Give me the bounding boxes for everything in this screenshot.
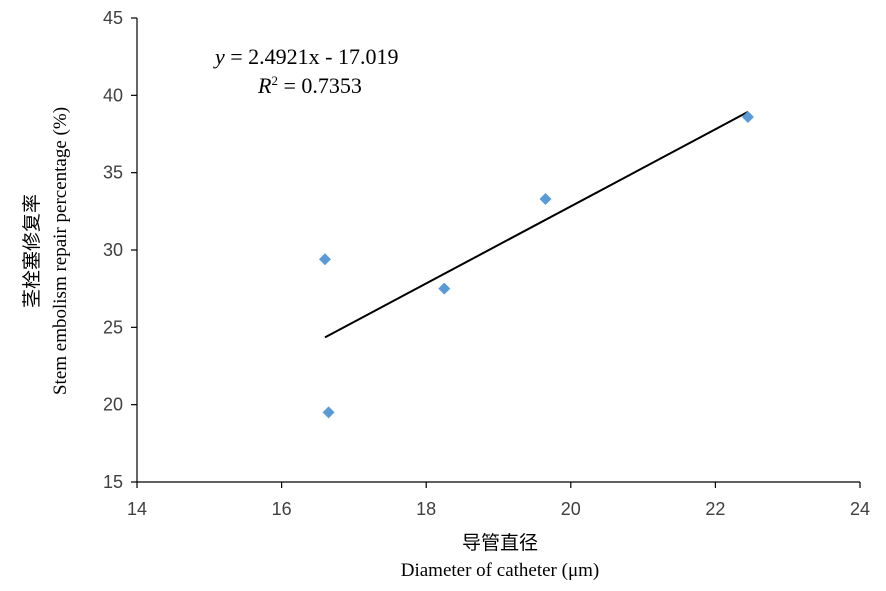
data-point	[438, 282, 451, 295]
data-point	[741, 110, 754, 123]
y-tick-label: 20	[103, 395, 123, 415]
data-points	[318, 110, 754, 419]
tick-labels: 15 20 25 30 35 40 45 14 16 18 20 22 24	[103, 8, 870, 519]
y-tick-label: 40	[103, 85, 123, 105]
r-squared-value: = 0.7353	[278, 73, 362, 98]
x-tick-label: 20	[561, 499, 581, 519]
axes	[131, 17, 861, 488]
data-point	[322, 406, 335, 419]
x-tick-label: 22	[705, 499, 725, 519]
r-squared: R2 = 0.7353	[257, 73, 362, 98]
r-symbol: R	[257, 73, 272, 98]
equation-y-symbol: y	[213, 44, 225, 69]
equation-body: = 2.4921x - 17.019	[225, 44, 399, 69]
y-tick-label: 25	[103, 317, 123, 337]
x-tick-label: 24	[850, 499, 870, 519]
x-axis-title: Diameter of catheter (μm)	[401, 560, 600, 581]
regression-equation: y = 2.4921x - 17.019	[213, 44, 399, 69]
trendline-group	[324, 111, 749, 339]
y-tick-label: 45	[103, 8, 123, 28]
y-axis-title: Stem embolism repair percentage (%)	[50, 107, 71, 395]
x-axis-title-cn: 导管直径	[462, 532, 538, 554]
trendline	[324, 111, 749, 339]
y-tick-label: 15	[103, 472, 123, 492]
r-superscript: 2	[271, 73, 278, 88]
y-tick-label: 35	[103, 163, 123, 183]
x-tick-label: 14	[127, 499, 147, 519]
data-point	[318, 253, 331, 266]
y-axis-title-cn: 茎栓塞修复率	[21, 194, 43, 308]
y-tick-label: 30	[103, 240, 123, 260]
data-point	[539, 192, 552, 205]
x-tick-label: 18	[416, 499, 436, 519]
x-tick-label: 16	[272, 499, 292, 519]
